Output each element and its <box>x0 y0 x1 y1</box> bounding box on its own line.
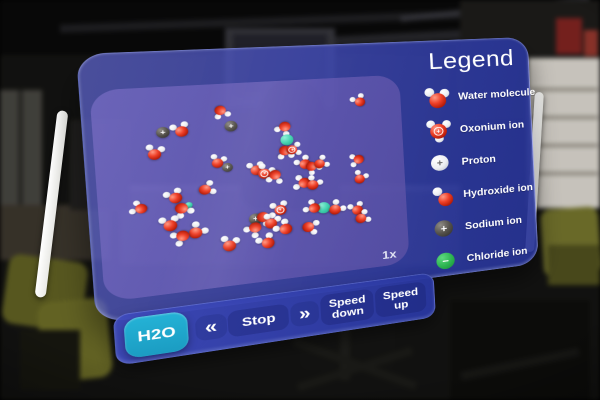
molecule-water <box>210 104 232 122</box>
molecule-sodium: + <box>220 161 236 174</box>
molecule-water <box>350 169 370 185</box>
molecule-water <box>183 220 210 242</box>
oxonium-ion-icon: + <box>425 119 453 144</box>
molecule-water <box>292 174 312 190</box>
legend-item-label: Chloride ion <box>466 245 528 264</box>
molecule-water <box>195 179 218 198</box>
legend-item-label: Water molecule <box>457 86 536 103</box>
molecule-water <box>301 198 324 216</box>
molecule-water <box>245 160 267 177</box>
hydroxide-ion-icon <box>429 184 456 209</box>
legend-item-label: Hydroxide ion <box>463 181 534 200</box>
molecule-water <box>219 235 241 252</box>
simulation-area: 1x + + + + + + + <box>89 74 410 303</box>
molecule-water <box>303 174 325 192</box>
molecule-water <box>261 213 282 229</box>
molecule-water <box>348 91 369 109</box>
molecule-selector-button[interactable]: H2O <box>123 310 190 360</box>
proton-icon: + <box>427 151 455 176</box>
molecule-water <box>311 153 332 172</box>
molecule-sodium: + <box>246 211 265 227</box>
molecule-water <box>271 217 297 239</box>
legend-panel: Legend Water molecule + Oxonium ion + Proton… <box>415 39 535 280</box>
molecule-water <box>345 199 367 217</box>
legend-title: Legend <box>427 45 515 75</box>
molecule-water <box>324 198 348 218</box>
molecule-water <box>167 120 193 140</box>
legend-item-label: Proton <box>461 153 497 168</box>
stop-button[interactable]: Stop <box>227 302 290 338</box>
water-molecule-icon <box>423 86 451 110</box>
molecule-water <box>208 154 228 169</box>
molecule-water <box>275 144 296 161</box>
molecule-oxonium: + <box>285 141 303 157</box>
molecule-chloride <box>278 132 297 147</box>
molecule-water <box>168 226 194 248</box>
chloride-ion-icon: − <box>432 248 459 274</box>
molecule-water <box>265 169 284 185</box>
legend-item-label: Oxonium ion <box>459 119 525 135</box>
legend-item-label: Sodium ion <box>464 214 523 232</box>
molecule-water <box>128 199 150 216</box>
molecule-water <box>253 208 277 228</box>
speed-down-button[interactable]: Speed down <box>320 288 375 327</box>
molecule-water <box>302 219 321 235</box>
molecule-oxonium: + <box>254 162 277 181</box>
molecule-water <box>144 144 167 160</box>
molecule-sodium: + <box>222 119 241 134</box>
molecule-oxonium: + <box>268 199 291 218</box>
molecule-water <box>302 158 325 177</box>
molecule-chloride <box>315 200 334 216</box>
molecule-water <box>241 219 266 240</box>
molecule-water <box>348 152 365 169</box>
speed-up-button[interactable]: Speed up <box>374 281 427 319</box>
molecule-water <box>273 119 296 138</box>
molecule-water <box>292 153 316 172</box>
sodium-ion-icon: + <box>431 216 458 241</box>
molecule-water <box>157 214 182 234</box>
molecule-water <box>169 199 196 220</box>
legend-items: Water molecule + Oxonium ion + Proton Hydroxi… <box>418 77 535 280</box>
board-glass: 1x + + + + + + + Legend Water molecule + Oxonium… <box>76 36 539 324</box>
previous-button[interactable]: « <box>194 312 228 342</box>
next-button[interactable]: » <box>289 299 320 328</box>
molecule-sodium: + <box>154 125 174 140</box>
molecule-water <box>352 207 373 227</box>
molecule-water <box>161 186 188 207</box>
molecule-water <box>253 231 280 253</box>
molecule-chloride <box>183 201 194 210</box>
speed-indicator: 1x <box>381 247 397 262</box>
